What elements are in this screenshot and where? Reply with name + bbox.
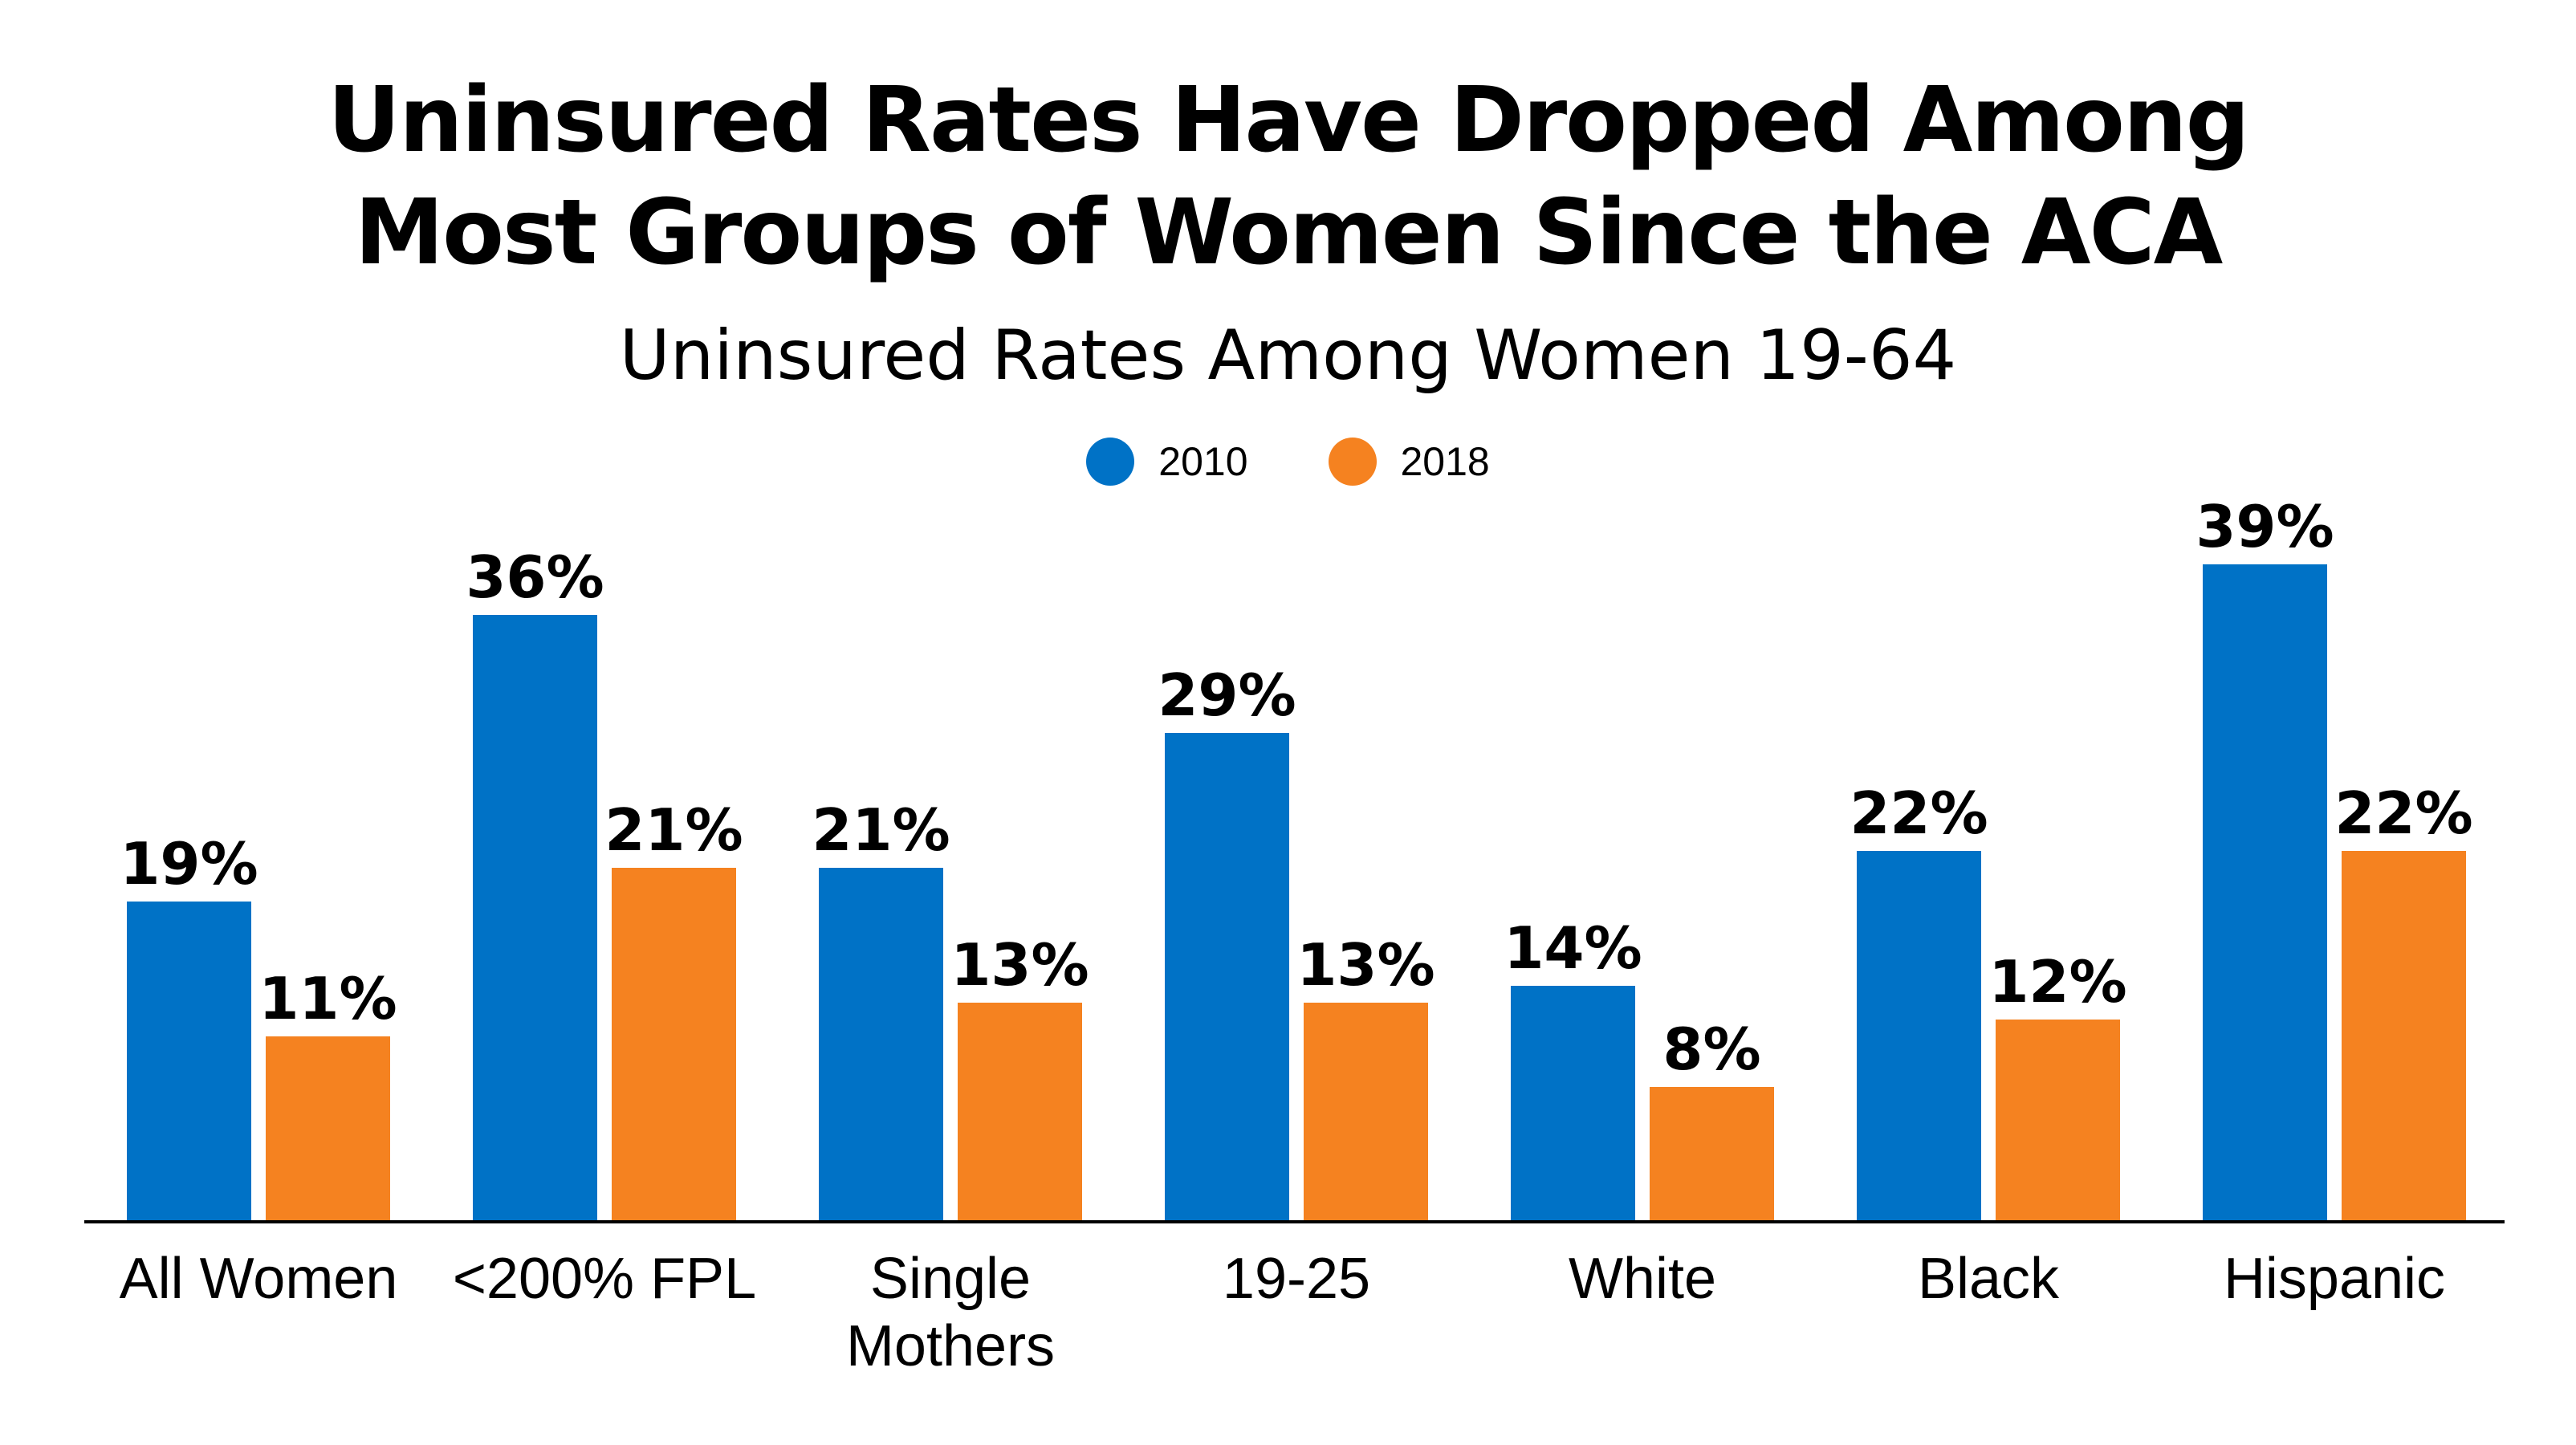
bar-2010-0 <box>127 902 251 1222</box>
bar-2010-1 <box>473 615 597 1222</box>
bar-2018-6 <box>2342 851 2466 1222</box>
data-label-2018-3: 13% <box>1296 931 1435 999</box>
legend-label-2010: 2010 <box>1158 439 1248 484</box>
chart-title: Uninsured Rates Have Dropped Among Most … <box>0 64 2576 289</box>
chart-title-line-1: Uninsured Rates Have Dropped Among <box>328 68 2250 173</box>
legend-item-2010: 2010 <box>1086 438 1248 486</box>
data-label-2010-2: 21% <box>812 796 950 864</box>
category-label-0: All Women <box>120 1247 398 1311</box>
category-label-2: Single <box>870 1247 1031 1311</box>
data-label-2018-4: 8% <box>1662 1016 1760 1083</box>
bar-2010-5 <box>1857 851 1981 1222</box>
data-label-2010-6: 39% <box>2196 493 2334 560</box>
legend-swatch-2010 <box>1086 438 1135 486</box>
data-label-2018-1: 21% <box>604 796 743 864</box>
bar-2010-3 <box>1165 733 1289 1222</box>
category-label-6: Hispanic <box>2224 1247 2445 1311</box>
bar-2018-5 <box>1996 1020 2120 1222</box>
legend-swatch-2018 <box>1328 438 1377 486</box>
legend: 2010 2018 <box>0 429 2576 494</box>
bar-2018-3 <box>1304 1003 1428 1222</box>
data-label-2010-0: 19% <box>120 830 258 898</box>
chart-subtitle: Uninsured Rates Among Women 19-64 <box>619 315 1957 396</box>
bar-2018-1 <box>612 868 736 1222</box>
data-label-2010-4: 14% <box>1504 914 1642 982</box>
chart-title-line-2: Most Groups of Women Since the ACA <box>354 181 2224 285</box>
category-label-1: <200% FPL <box>453 1247 756 1311</box>
category-label-3: 19-25 <box>1223 1247 1370 1311</box>
bar-2010-2 <box>819 868 943 1222</box>
legend-item-2018: 2018 <box>1328 438 1490 486</box>
category-label-5: Black <box>1918 1247 2060 1311</box>
category-label-4: White <box>1569 1247 1716 1311</box>
data-label-2018-0: 11% <box>258 965 397 1032</box>
legend-label-2018: 2018 <box>1400 439 1490 484</box>
bar-2018-2 <box>958 1003 1082 1222</box>
data-label-2018-2: 13% <box>950 931 1089 999</box>
data-label-2010-5: 22% <box>1850 779 1988 847</box>
data-label-2018-6: 22% <box>2334 779 2472 847</box>
category-label-2-line-2: Mothers <box>846 1314 1055 1378</box>
bar-2018-0 <box>266 1036 390 1222</box>
bar-2010-6 <box>2203 564 2327 1222</box>
bar-2018-4 <box>1650 1087 1774 1222</box>
data-label-2018-5: 12% <box>1988 948 2126 1016</box>
data-label-2010-1: 36% <box>466 543 604 611</box>
data-label-2010-3: 29% <box>1158 661 1296 729</box>
bar-2010-4 <box>1511 986 1635 1222</box>
